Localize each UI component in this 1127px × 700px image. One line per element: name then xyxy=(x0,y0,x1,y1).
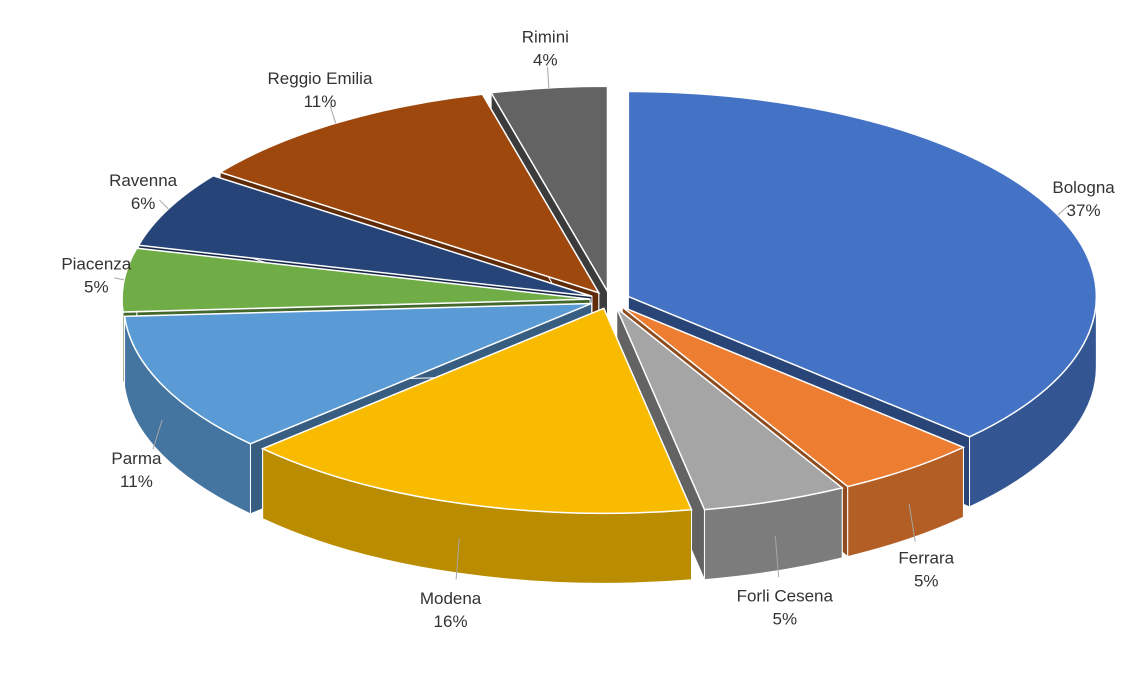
slice-top xyxy=(627,90,1098,438)
category-label: Ravenna xyxy=(109,171,178,190)
value-label: 11% xyxy=(120,472,153,491)
category-label: Forli Cesena xyxy=(737,587,834,606)
category-label: Modena xyxy=(420,589,482,608)
leader-line xyxy=(455,538,460,580)
value-label: 11% xyxy=(304,92,337,111)
slice-top xyxy=(489,85,609,295)
category-label: Rimini xyxy=(522,27,569,46)
value-label: 5% xyxy=(772,610,797,629)
category-label: Ferrara xyxy=(898,548,954,567)
slice-top xyxy=(621,306,966,488)
leader-line xyxy=(152,419,163,450)
category-label: Reggio Emilia xyxy=(268,69,373,88)
value-label: 5% xyxy=(84,278,109,297)
slice xyxy=(260,307,693,584)
category-label: Parma xyxy=(111,449,162,468)
value-label: 6% xyxy=(131,194,156,213)
value-label: 4% xyxy=(533,50,558,69)
category-label: Piacenza xyxy=(61,255,131,274)
leader-line xyxy=(329,105,337,124)
value-label: 5% xyxy=(914,571,939,590)
leader-line xyxy=(1057,206,1068,216)
slice-top xyxy=(616,307,844,511)
slice-top xyxy=(260,307,693,515)
leader-line xyxy=(114,277,125,281)
leader-line xyxy=(774,536,780,578)
slice-top xyxy=(137,174,593,298)
leader-line xyxy=(908,503,916,542)
value-label: 37% xyxy=(1067,201,1101,220)
value-label: 16% xyxy=(434,612,468,631)
category-label: Bologna xyxy=(1052,178,1115,197)
slice-top xyxy=(121,247,591,313)
slice-top xyxy=(123,302,592,445)
leader-line xyxy=(159,199,169,210)
leader-line xyxy=(547,66,550,88)
